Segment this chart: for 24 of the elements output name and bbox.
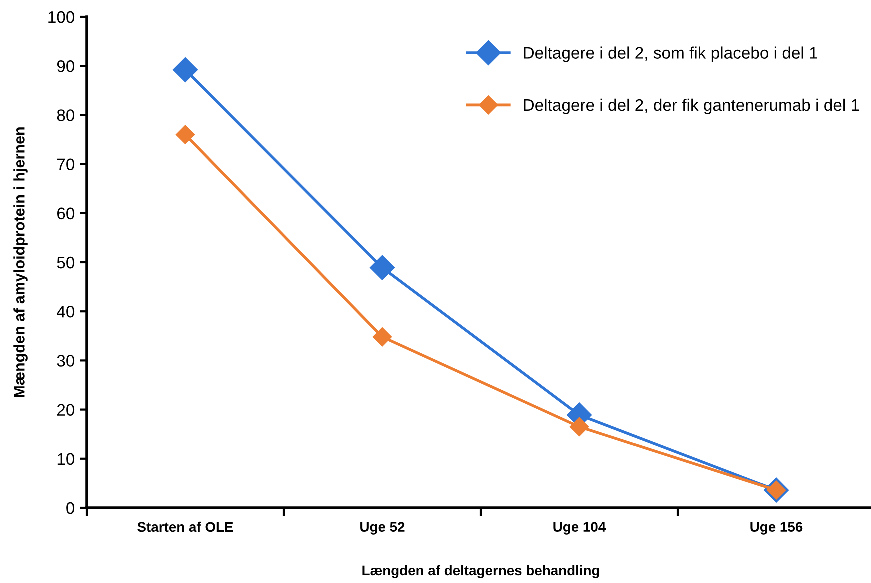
- point: [173, 58, 198, 83]
- legend-label: Deltagere i del 2, der fik gantenerumab i del 1: [524, 98, 860, 114]
- x-tick-label: Uge 156: [750, 522, 803, 535]
- y-tick-label: 20: [57, 404, 75, 416]
- y-tick-label: 80: [57, 110, 75, 122]
- y-tick-label: 10: [58, 453, 75, 466]
- y-tick-label: 70: [58, 158, 75, 171]
- legend-label: Deltagere i del 2, som fik placebo i del 1: [524, 46, 818, 62]
- y-tick-label: 100: [48, 11, 75, 24]
- point: [570, 417, 590, 437]
- x-tick-label: Uge 104: [554, 522, 606, 535]
- y-tick-label: 0: [66, 502, 75, 514]
- y-tick-label: 60: [58, 208, 75, 220]
- y-tick-label: 30: [57, 355, 75, 367]
- y-tick-label: 40: [57, 306, 75, 318]
- x-tick-label: Uge 52: [360, 522, 405, 535]
- x-axis-title: Længden af deltagernes behandling: [362, 565, 600, 578]
- x-tick-label: Starten af OLE: [138, 522, 234, 532]
- y-axis-title: Mængden af amyloidprotein i hjernen: [14, 128, 28, 398]
- point: [372, 328, 392, 347]
- y-tick-label: 90: [57, 60, 75, 72]
- point: [176, 125, 196, 144]
- point: [370, 255, 395, 280]
- y-tick-label: 50: [57, 256, 75, 269]
